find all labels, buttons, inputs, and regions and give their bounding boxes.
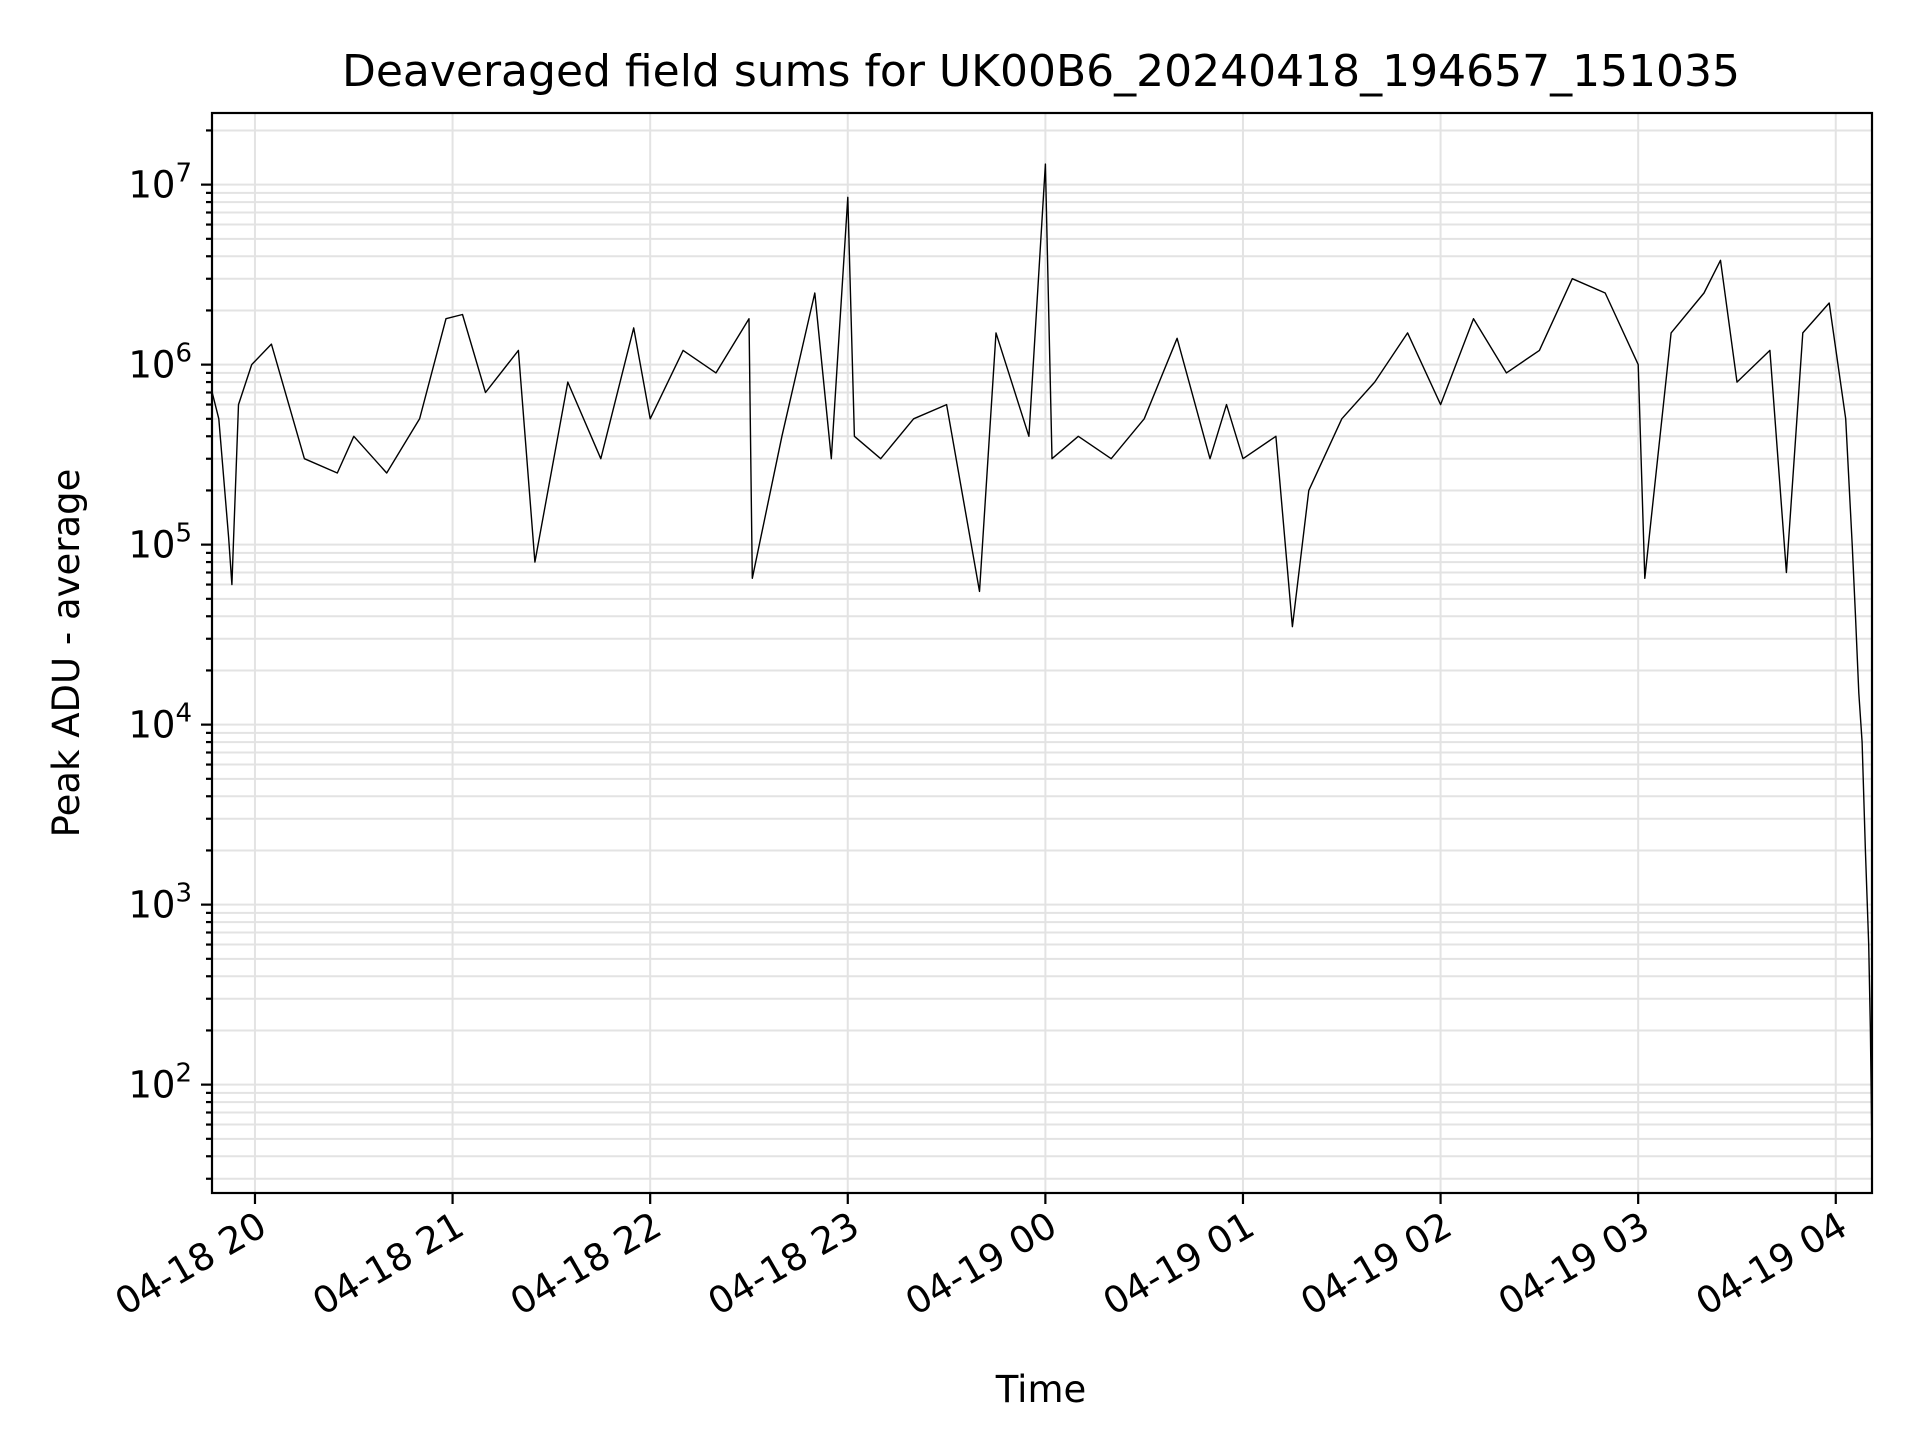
- x-tick-label: 04-19 02: [1294, 1204, 1460, 1324]
- plot-area-frame: [210, 111, 1874, 1195]
- x-tick-label: 04-19 01: [1096, 1204, 1262, 1324]
- y-tick-label: 105: [128, 519, 192, 567]
- x-tick-label: 04-19 04: [1689, 1204, 1855, 1324]
- y-axis-label: Peak ADU - average: [45, 469, 88, 838]
- y-tick-label: 104: [128, 699, 192, 747]
- x-axis-label: Time: [995, 1368, 1087, 1411]
- y-tick-label: 102: [128, 1059, 192, 1107]
- x-tick-label: 04-18 21: [306, 1204, 472, 1324]
- x-tick-label: 04-18 20: [108, 1204, 274, 1324]
- y-tick-label: 103: [128, 879, 192, 927]
- x-tick-label: 04-18 23: [701, 1204, 867, 1324]
- x-tick-label: 04-19 03: [1491, 1204, 1657, 1324]
- x-tick-label: 04-18 22: [503, 1204, 669, 1324]
- series-layer: [211, 163, 1873, 1157]
- chart-title: Deaveraged field sums for UK00B6_2024041…: [342, 46, 1740, 97]
- y-tick-label: 107: [128, 159, 192, 207]
- grid-layer: [212, 113, 1872, 1193]
- series-line-1: [211, 163, 1873, 1157]
- x-tick-label: 04-19 00: [898, 1204, 1064, 1324]
- y-tick-label: 106: [128, 339, 192, 387]
